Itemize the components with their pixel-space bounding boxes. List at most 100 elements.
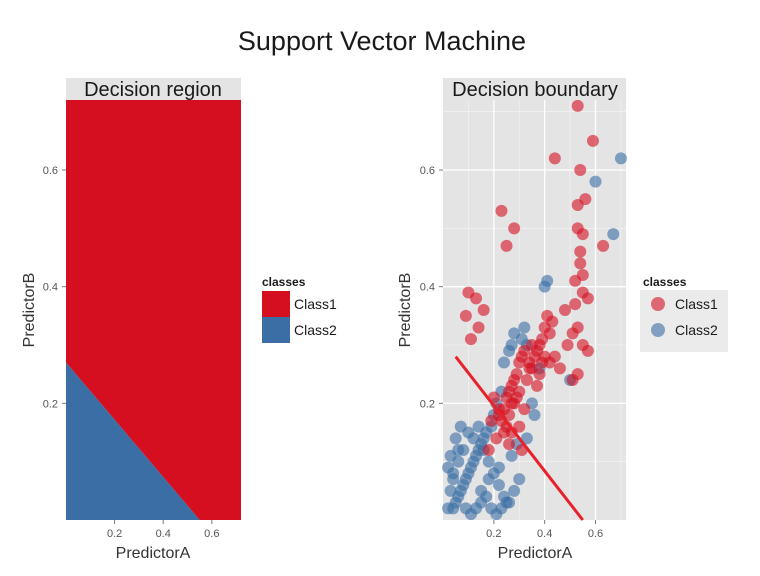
point-class1 [569,298,582,311]
point-class2 [449,432,462,445]
point-class1 [576,286,589,299]
point-class1 [520,374,533,386]
point-class1 [533,368,546,381]
point-class1 [505,397,518,410]
point-class1 [523,362,536,375]
y-tick-label: 0.6 [43,165,58,177]
point-class2 [607,228,620,241]
point-class2 [500,496,513,509]
point-class2 [447,473,460,486]
point-class1 [559,304,571,316]
point-class1 [586,134,599,147]
point-class2 [518,321,531,334]
point-class1 [503,438,516,451]
point-class2 [498,356,510,369]
decision-boundary-line [454,355,584,521]
x-tick-label: 0.6 [204,528,219,540]
point-class1 [576,228,589,241]
decision-region-y-axis-label: PredictorB [21,273,38,348]
point-class2 [472,420,485,433]
point-class2 [541,274,554,287]
x-tick-label: 0.4 [537,528,552,540]
point-class1 [485,414,498,427]
legend-swatch-class1 [262,291,290,317]
legend-label-class1: Class1 [675,296,718,312]
point-class2 [444,484,457,497]
point-class2 [614,152,627,165]
point-class1 [548,152,561,165]
point-class1 [508,222,521,235]
point-class1 [518,403,531,416]
legend-label-class1: Class1 [294,296,337,312]
legend-swatch-class2 [262,317,290,343]
decision-boundary-strip-title: Decision boundary [452,79,618,101]
point-class1 [541,309,554,322]
point-class2 [452,444,465,456]
point-class2 [508,484,521,497]
point-class1 [462,286,475,299]
legend-label-class2: Class2 [675,322,718,338]
decision-boundary-strip [443,78,626,100]
point-class1 [574,257,587,270]
x-tick-label: 0.2 [486,528,501,540]
x-tick-label: 0.6 [588,528,603,540]
point-class1 [513,356,526,369]
decision-region-y-ticks: 0.2 0.4 0.6 [43,165,66,410]
point-class1 [561,339,574,351]
decision-region-legend: classes Class1 Class2 [262,275,337,343]
decision-region-x-ticks: 0.2 0.4 0.6 [107,520,219,540]
point-class1 [490,432,503,445]
point-class1 [569,274,582,287]
point-class1 [464,333,477,346]
point-class2 [475,484,488,497]
point-class1 [571,99,584,112]
legend-title: classes [262,275,306,289]
y-tick-label: 0.4 [420,282,435,294]
point-class1 [495,204,508,217]
decision-region-x-axis-label: PredictorA [116,545,191,562]
x-tick-label: 0.4 [156,528,171,540]
x-tick-label: 0.2 [107,528,122,540]
decision-region-strip [66,78,241,100]
figure-title: Support Vector Machine [238,26,526,56]
point-class1 [553,362,566,375]
point-class2 [503,344,516,357]
point-class1 [459,309,472,322]
point-class2 [508,327,521,340]
point-class1 [500,239,513,252]
point-class1 [597,239,610,252]
decision-boundary-panel: Decision boundary 0.2 0.4 0.6 0.2 0.4 0.6 Pr… [397,78,627,562]
region-class2 [66,362,200,520]
decision-region-panel: Decision region 0.2 0.4 0.6 0.2 0.4 0.6 Pred… [21,78,241,562]
point-class1 [472,321,485,334]
legend-point-class2 [651,323,665,337]
point-class2 [520,432,533,445]
point-class1 [571,199,584,211]
decision-boundary-y-ticks: 0.2 0.4 0.6 [420,165,443,410]
point-class1 [566,327,579,340]
decision-boundary-legend: classes Class1 Class2 [640,275,728,352]
point-class2 [513,473,526,486]
point-class1 [581,344,594,357]
point-class2 [482,473,495,486]
point-class2 [454,420,467,433]
point-class1 [531,379,544,392]
y-tick-label: 0.2 [420,398,435,410]
point-class1 [574,245,587,258]
point-class2 [482,455,495,468]
y-tick-label: 0.2 [43,398,58,410]
region-class1 [66,100,241,520]
legend-label-class2: Class2 [294,322,337,338]
point-class1 [574,164,587,176]
decision-boundary-x-ticks: 0.2 0.4 0.6 [486,520,603,540]
legend-point-class1 [651,297,665,311]
decision-regions [66,100,241,520]
point-class2 [492,479,505,491]
y-tick-label: 0.4 [43,282,58,294]
decision-boundary-x-axis-label: PredictorA [498,545,573,562]
decision-region-strip-title: Decision region [84,79,222,101]
point-class2 [505,449,518,462]
point-class2 [589,175,602,188]
point-class1 [505,426,518,439]
